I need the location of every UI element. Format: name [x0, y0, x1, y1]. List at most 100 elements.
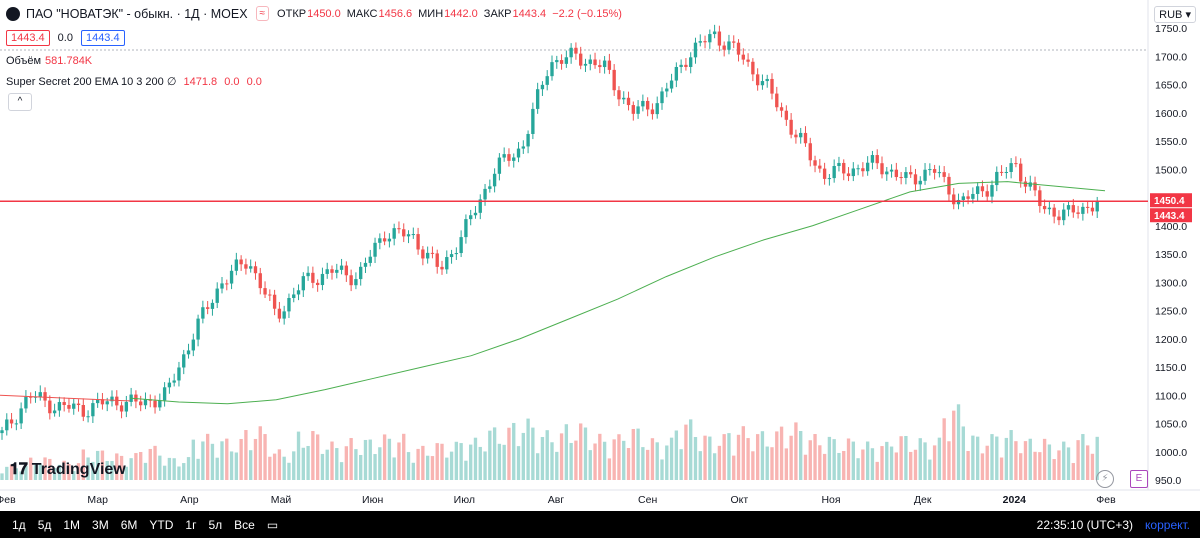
candle-body [889, 169, 894, 172]
volume-bar [540, 437, 545, 480]
candle-body [110, 396, 114, 402]
candle-body [507, 154, 511, 161]
volume-bar [411, 462, 415, 480]
volume-bar [1062, 441, 1066, 480]
volume-bar [650, 438, 655, 480]
candle-body [425, 252, 430, 259]
candle-body [641, 100, 645, 107]
price-chart[interactable]: 1750.0 1700.0 1650.0 1600.0 1550.0 1500.0 1450… [0, 0, 1200, 511]
volume-bar [502, 444, 506, 480]
currency-selector[interactable]: RUB ▾ [1154, 6, 1196, 23]
y-tick-label: 1050.0 [1155, 419, 1187, 431]
volume-bar [770, 447, 774, 480]
volume-bar [363, 439, 368, 480]
collapse-legend-button[interactable]: ^ [8, 93, 32, 111]
volume-bar [67, 463, 71, 480]
candle-body [1047, 207, 1052, 210]
date-range-icon[interactable]: ▭ [266, 517, 279, 532]
volume-bar [669, 437, 674, 480]
volume-bar [1071, 463, 1075, 480]
candle-body [894, 169, 899, 178]
candle-body [870, 155, 875, 163]
volume-bar [1033, 451, 1037, 480]
candle-body [698, 41, 702, 43]
candle-body [478, 199, 482, 213]
volume-bar [579, 423, 583, 480]
volume-bar [985, 445, 989, 480]
volume-bar [1057, 450, 1061, 480]
volume-bar [263, 434, 267, 480]
candle-body [502, 154, 506, 158]
volume-bar [349, 438, 353, 480]
candle-body [703, 41, 707, 43]
ema-200-line [129, 181, 1106, 405]
candle-body [19, 408, 23, 424]
candle-body [937, 172, 942, 174]
candle-body [244, 264, 248, 269]
candle-body [779, 107, 784, 111]
tf-1m[interactable]: 1М [63, 517, 81, 532]
volume-bar [191, 439, 195, 480]
candle-body [445, 257, 449, 270]
candle-body [249, 266, 253, 269]
volume-bar [870, 448, 875, 480]
lightning-icon[interactable]: ⚡ [1096, 470, 1114, 488]
volume-bar [162, 465, 167, 480]
y-tick-label: 1700.0 [1155, 51, 1187, 63]
tf-all[interactable]: Все [234, 517, 255, 532]
candle-body [803, 132, 808, 144]
candle-body [397, 228, 401, 230]
tf-5d[interactable]: 5д [37, 517, 52, 532]
indicator-name[interactable]: Super Secret 200 EMA 10 3 200 [6, 76, 164, 88]
tf-1y[interactable]: 1г [185, 517, 197, 532]
volume-bar [402, 433, 406, 480]
candle-body [636, 106, 640, 114]
volume-bar [182, 463, 186, 480]
volume-bar [205, 433, 210, 480]
candle-body [402, 229, 406, 237]
tradingview-logo[interactable]: 𝟏𝟕 TradingView [10, 461, 126, 479]
tf-1d[interactable]: 1д [12, 517, 26, 532]
volume-bar [679, 449, 683, 480]
candle-body [172, 380, 176, 383]
indicator-legend: Super Secret 200 EMA 10 3 200 ∅ 1471.8 0… [6, 75, 262, 88]
tf-5y[interactable]: 5л [208, 517, 223, 532]
volume-bar [29, 457, 33, 480]
candle-body [693, 42, 698, 58]
y-tick-label: 1400.0 [1155, 221, 1187, 233]
volume-bar [526, 418, 530, 480]
x-tick-label: 2024 [1003, 494, 1027, 506]
volume-bar [569, 442, 573, 480]
candle-body [865, 162, 870, 172]
tf-ytd[interactable]: YTD [149, 517, 174, 532]
clock[interactable]: 22:35:10 (UTC+3) [1036, 517, 1134, 532]
buy-price-button[interactable]: 1443.4 [80, 30, 125, 46]
volume-bar [808, 440, 812, 480]
indicator-value-1: 1471.8 [183, 76, 218, 88]
ema-short-line [0, 394, 131, 402]
volume-bar [488, 430, 492, 480]
volume-bar [999, 457, 1004, 480]
volume-bar [956, 404, 961, 480]
symbol-title[interactable]: ПАО "НОВАТЭК" - обыкн. · 1Д · MOEX [26, 6, 248, 21]
low-label: МИН [418, 7, 444, 20]
candle-body [708, 34, 712, 43]
volume-bar [48, 458, 52, 480]
volume-bar [636, 428, 640, 480]
candle-body [378, 238, 382, 243]
sell-price-button[interactable]: 1443.4 [6, 30, 50, 46]
candle-body [435, 253, 439, 267]
volume-bar [196, 458, 200, 480]
compare-chip[interactable]: ≈ [255, 6, 270, 21]
adjust-toggle[interactable]: коррект. [1145, 517, 1190, 532]
volume-bar [1042, 438, 1047, 480]
candle-body [469, 215, 473, 220]
tf-3m[interactable]: 3М [92, 517, 109, 532]
candle-body [201, 307, 205, 319]
tf-6m[interactable]: 6М [120, 517, 138, 532]
volume-bar [382, 434, 387, 480]
volume-bar [201, 441, 205, 480]
x-tick-label: Окт [730, 494, 748, 506]
volume-bar [392, 457, 396, 480]
events-icon[interactable]: E [1130, 470, 1148, 488]
